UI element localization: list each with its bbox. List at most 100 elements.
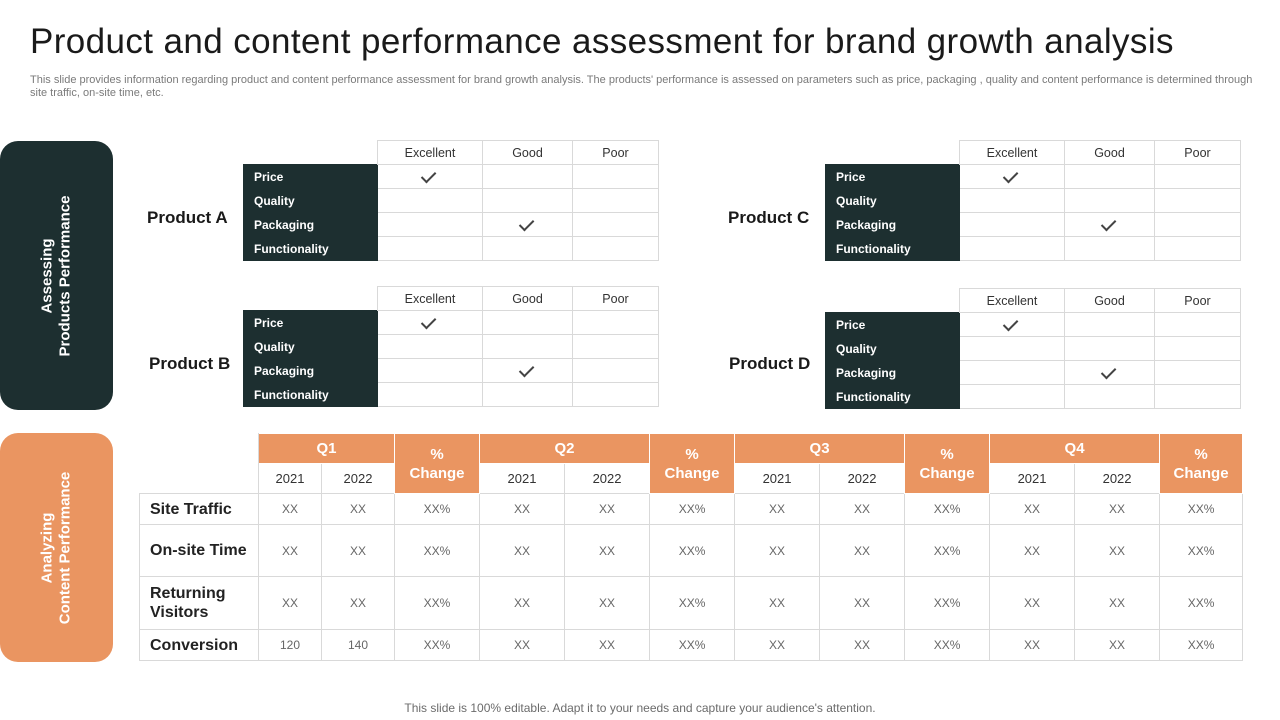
table-row: Packaging: [243, 212, 659, 237]
rating-cell: [1154, 360, 1241, 385]
rating-cell: [959, 312, 1065, 337]
rating-header: Poor: [1154, 288, 1241, 313]
year-header: 2021: [258, 463, 322, 494]
rating-cell: [377, 334, 483, 359]
rating-header: Excellent: [377, 286, 483, 311]
rating-cell: [377, 212, 483, 237]
table-row: Functionality: [825, 236, 1241, 261]
rating-cell: [1154, 236, 1241, 261]
value-cell: XX: [734, 524, 821, 577]
quarter-header: Q1: [257, 433, 396, 464]
year-header: 2022: [320, 463, 396, 494]
rating-cell: [377, 188, 483, 213]
rating-cell: [482, 164, 573, 189]
analyzing-content-panel: Analyzing Content Performance: [0, 433, 113, 662]
rating-cell: [377, 382, 483, 407]
value-cell: XX: [819, 524, 906, 577]
rating-cell: [572, 358, 659, 383]
rating-cell: [1154, 164, 1241, 189]
rating-cell: [959, 212, 1065, 237]
parameter-label: Packaging: [243, 358, 378, 383]
value-cell: XX%: [394, 629, 481, 661]
rating-cell: [959, 164, 1065, 189]
checkmark-icon: [518, 361, 534, 377]
value-cell: XX%: [904, 524, 991, 577]
value-cell: XX: [320, 576, 396, 630]
table-row: Packaging: [243, 358, 659, 383]
rating-cell: [377, 236, 483, 261]
quarter-header: Q4: [989, 433, 1161, 464]
rating-cell: [482, 358, 573, 383]
rating-cell: [1064, 384, 1155, 409]
rating-cell: [377, 164, 483, 189]
value-cell: XX: [1074, 629, 1161, 661]
checkmark-icon: [1002, 315, 1019, 331]
content-table-body: Site Traffic XX XX XX% XX XX XX% XX XX XX% XX XX XX%…: [139, 493, 1244, 661]
value-cell: XX%: [394, 576, 481, 630]
year-header: 2022: [819, 463, 906, 494]
value-cell: XX: [734, 629, 821, 661]
parameter-label: Packaging: [243, 212, 378, 237]
corner-cell: [139, 433, 259, 494]
value-cell: XX: [989, 493, 1076, 525]
value-cell: XX%: [1159, 493, 1244, 525]
product-a-name: Product A: [147, 208, 228, 227]
year-header: 2021: [989, 463, 1076, 494]
value-cell: XX: [819, 629, 906, 661]
value-cell: XX: [479, 576, 566, 630]
value-cell: XX: [479, 493, 566, 525]
parameter-label: Price: [825, 312, 960, 337]
assessing-products-panel: Assessing Products Performance: [0, 141, 113, 410]
checkmark-icon: [420, 313, 437, 329]
table-row: On-site Time XX XX XX% XX XX XX% XX XX XX% XX XX XX%: [139, 524, 1244, 577]
change-header: % Change: [1159, 433, 1244, 494]
parameter-label: Functionality: [243, 382, 378, 407]
rating-header: Excellent: [959, 288, 1065, 313]
metric-label: Conversion: [139, 629, 259, 661]
checkmark-icon: [420, 167, 437, 183]
value-cell: XX: [989, 629, 1076, 661]
value-cell: 140: [320, 629, 396, 661]
assessing-products-label: Assessing Products Performance: [38, 195, 74, 356]
year-header: 2022: [1074, 463, 1161, 494]
value-cell: XX%: [649, 493, 736, 525]
rating-cell: [572, 212, 659, 237]
rating-cell: [572, 382, 659, 407]
value-cell: XX%: [904, 629, 991, 661]
value-cell: XX: [258, 493, 322, 525]
rating-cell: [1064, 212, 1155, 237]
table-row: Price: [825, 312, 1241, 337]
rating-cell: [959, 360, 1065, 385]
value-cell: XX: [320, 524, 396, 577]
table-row: Quality: [825, 188, 1241, 213]
value-cell: XX%: [904, 576, 991, 630]
parameter-label: Quality: [243, 188, 378, 213]
product-b-name: Product B: [149, 354, 231, 373]
checkmark-icon: [1100, 363, 1116, 379]
parameter-label: Price: [243, 164, 378, 189]
table-row: Price: [243, 310, 659, 335]
metric-label: On-site Time: [139, 524, 259, 577]
rating-cell: [959, 188, 1065, 213]
table-row: Functionality: [243, 382, 659, 407]
value-cell: XX: [564, 524, 651, 577]
quarter-header: Q3: [734, 433, 906, 464]
value-cell: XX%: [649, 524, 736, 577]
rating-cell: [572, 334, 659, 359]
rating-cell: [1154, 384, 1241, 409]
value-cell: XX: [734, 576, 821, 630]
rating-cell: [482, 212, 573, 237]
table-row: Quality: [243, 188, 659, 213]
table-row: Returning Visitors XX XX XX% XX XX XX% XX XX XX% XX…: [139, 576, 1244, 630]
year-header: 2021: [479, 463, 566, 494]
rating-cell: [572, 188, 659, 213]
table-row: Packaging: [825, 360, 1241, 385]
value-cell: XX: [564, 493, 651, 525]
rating-cell: [1154, 312, 1241, 337]
table-corner: [244, 287, 378, 311]
value-cell: XX%: [1159, 524, 1244, 577]
table-row: Functionality: [243, 236, 659, 261]
value-cell: XX%: [1159, 576, 1244, 630]
parameter-label: Quality: [825, 336, 960, 361]
checkmark-icon: [1002, 167, 1019, 183]
